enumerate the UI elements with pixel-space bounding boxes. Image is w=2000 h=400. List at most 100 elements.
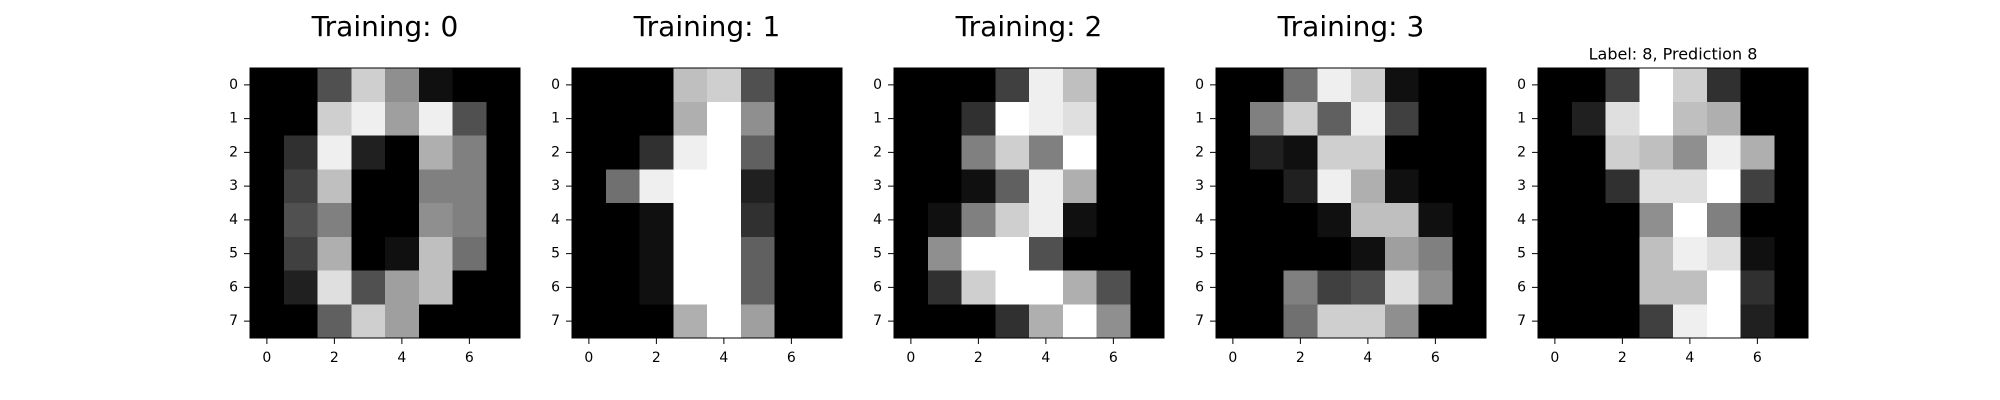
heatmap-cell-r6-c3 — [995, 270, 1030, 305]
heatmap-cell-r2-c4 — [1673, 135, 1707, 170]
y-tick-label-6: 6 — [1517, 279, 1526, 295]
heatmap-cell-r3-c5 — [740, 169, 775, 204]
heatmap-cell-r7-c4 — [1029, 304, 1063, 339]
heatmap-cell-r3-c3 — [995, 169, 1030, 204]
y-tick-label-0: 0 — [229, 77, 238, 93]
heatmap-cell-r6-c2 — [961, 270, 996, 305]
x-tick-label-4: 4 — [1363, 350, 1372, 366]
x-tick-label-6: 6 — [465, 350, 474, 366]
heatmap-cell-r3-c0 — [572, 169, 606, 204]
heatmap-cell-r5-c0 — [1216, 236, 1250, 271]
heatmap-cell-r0-c3 — [673, 68, 708, 102]
heatmap-cell-r7-c4 — [707, 304, 741, 339]
x-tick-label-0: 0 — [906, 350, 915, 366]
heatmap-cell-r5-c2 — [1605, 236, 1640, 271]
heatmap-cell-r4-c2 — [961, 203, 996, 237]
heatmap-cell-r1-c6 — [1418, 101, 1453, 136]
heatmap-cell-r5-c5 — [418, 236, 453, 271]
heatmap-cell-r2-c3 — [351, 135, 386, 170]
heatmap-cell-r4-c5 — [740, 203, 775, 237]
heatmap-cell-r3-c0 — [1538, 169, 1572, 204]
heatmap-cell-r1-c6 — [452, 101, 487, 136]
heatmap-cell-r6-c2 — [639, 270, 674, 305]
heatmap-cell-r2-c6 — [1096, 135, 1131, 170]
heatmap-cell-r0-c7 — [486, 68, 521, 102]
y-tick-label-4: 4 — [1517, 212, 1526, 228]
heatmap-cell-r2-c0 — [1216, 135, 1250, 170]
heatmap-cell-r6-c1 — [927, 270, 962, 305]
heatmap-cell-r7-c0 — [1538, 304, 1572, 339]
heatmap-cell-r7-c6 — [1418, 304, 1453, 339]
heatmap-cell-r6-c3 — [1639, 270, 1674, 305]
y-tick-label-3: 3 — [551, 178, 560, 194]
heatmap-cell-r3-c6 — [452, 169, 487, 204]
heatmap-cell-r4-c4 — [1351, 203, 1385, 237]
y-tick-label-4: 4 — [873, 212, 882, 228]
y-tick-label-1: 1 — [1517, 111, 1526, 127]
heatmap-cell-r4-c6 — [1096, 203, 1131, 237]
heatmap-cell-r0-c6 — [774, 68, 809, 102]
heatmap-cell-r1-c4 — [1673, 101, 1707, 136]
heatmap-cell-r3-c4 — [385, 169, 419, 204]
y-tick-label-1: 1 — [229, 111, 238, 127]
heatmap-cell-r6-c2 — [317, 270, 352, 305]
plot-frame — [571, 67, 843, 339]
x-tick-label-0: 0 — [1550, 350, 1559, 366]
heatmap-cell-r5-c4 — [1673, 236, 1707, 271]
heatmap-cell-r2-c2 — [1283, 135, 1318, 170]
heatmap-cell-r5-c7 — [486, 236, 521, 271]
heatmap-cell-r5-c2 — [639, 236, 674, 271]
x-tick-label-2: 2 — [1618, 350, 1627, 366]
heatmap-cell-r0-c1 — [1571, 68, 1606, 102]
heatmap-cell-r0-c5 — [418, 68, 453, 102]
heatmap-cell-r4-c6 — [1418, 203, 1453, 237]
heatmap-cell-r4-c2 — [1605, 203, 1640, 237]
heatmap-cell-r5-c7 — [1774, 236, 1809, 271]
panel-title: Training: 2 — [955, 10, 1103, 43]
y-tick-label-4: 4 — [1195, 212, 1204, 228]
heatmap-cell-r2-c0 — [1538, 135, 1572, 170]
heatmap-cell-r3-c3 — [1639, 169, 1674, 204]
heatmap-cell-r1-c2 — [639, 101, 674, 136]
heatmap-cell-r4-c3 — [351, 203, 386, 237]
heatmap-cell-r4-c1 — [1249, 203, 1284, 237]
y-tick-label-6: 6 — [873, 279, 882, 295]
heatmap-cell-r6-c3 — [1317, 270, 1352, 305]
heatmap-cell-r3-c1 — [1571, 169, 1606, 204]
heatmap-cell-r0-c5 — [1706, 68, 1741, 102]
heatmap-cell-r5-c2 — [1283, 236, 1318, 271]
heatmap-cell-r2-c2 — [639, 135, 674, 170]
heatmap-cell-r2-c2 — [961, 135, 996, 170]
heatmap-cell-r1-c2 — [317, 101, 352, 136]
x-tick-label-4: 4 — [1041, 350, 1050, 366]
heatmap-cell-r6-c4 — [707, 270, 741, 305]
heatmap-cell-r1-c4 — [1351, 101, 1385, 136]
y-tick-label-2: 2 — [1195, 144, 1204, 160]
heatmap-cell-r3-c4 — [1351, 169, 1385, 204]
heatmap-cell-r7-c7 — [1774, 304, 1809, 339]
heatmap-cell-r7-c5 — [1384, 304, 1419, 339]
y-tick-label-4: 4 — [551, 212, 560, 228]
x-tick-label-4: 4 — [719, 350, 728, 366]
heatmap-cell-r1-c4 — [707, 101, 741, 136]
heatmap-cell-r5-c5 — [1706, 236, 1741, 271]
heatmap-cell-r1-c3 — [1639, 101, 1674, 136]
heatmap-cell-r3-c4 — [707, 169, 741, 204]
y-tick-label-2: 2 — [1517, 144, 1526, 160]
heatmap-cell-r3-c2 — [961, 169, 996, 204]
heatmap-cell-r1-c7 — [1774, 101, 1809, 136]
heatmap-cell-r3-c2 — [639, 169, 674, 204]
heatmap-cell-r5-c1 — [1249, 236, 1284, 271]
heatmap-cell-r4-c7 — [808, 203, 843, 237]
heatmap-cell-r0-c4 — [707, 68, 741, 102]
heatmap-cell-r2-c2 — [1605, 135, 1640, 170]
heatmap-cell-r4-c4 — [707, 203, 741, 237]
heatmap-cell-r2-c3 — [995, 135, 1030, 170]
heatmap-cell-r2-c6 — [1418, 135, 1453, 170]
y-tick-label-5: 5 — [873, 246, 882, 262]
heatmap-cell-r4-c1 — [1571, 203, 1606, 237]
heatmap-cell-r4-c5 — [1384, 203, 1419, 237]
heatmap-cell-r4-c0 — [1538, 203, 1572, 237]
heatmap-cell-r7-c6 — [1740, 304, 1775, 339]
heatmap-cell-r1-c1 — [1571, 101, 1606, 136]
